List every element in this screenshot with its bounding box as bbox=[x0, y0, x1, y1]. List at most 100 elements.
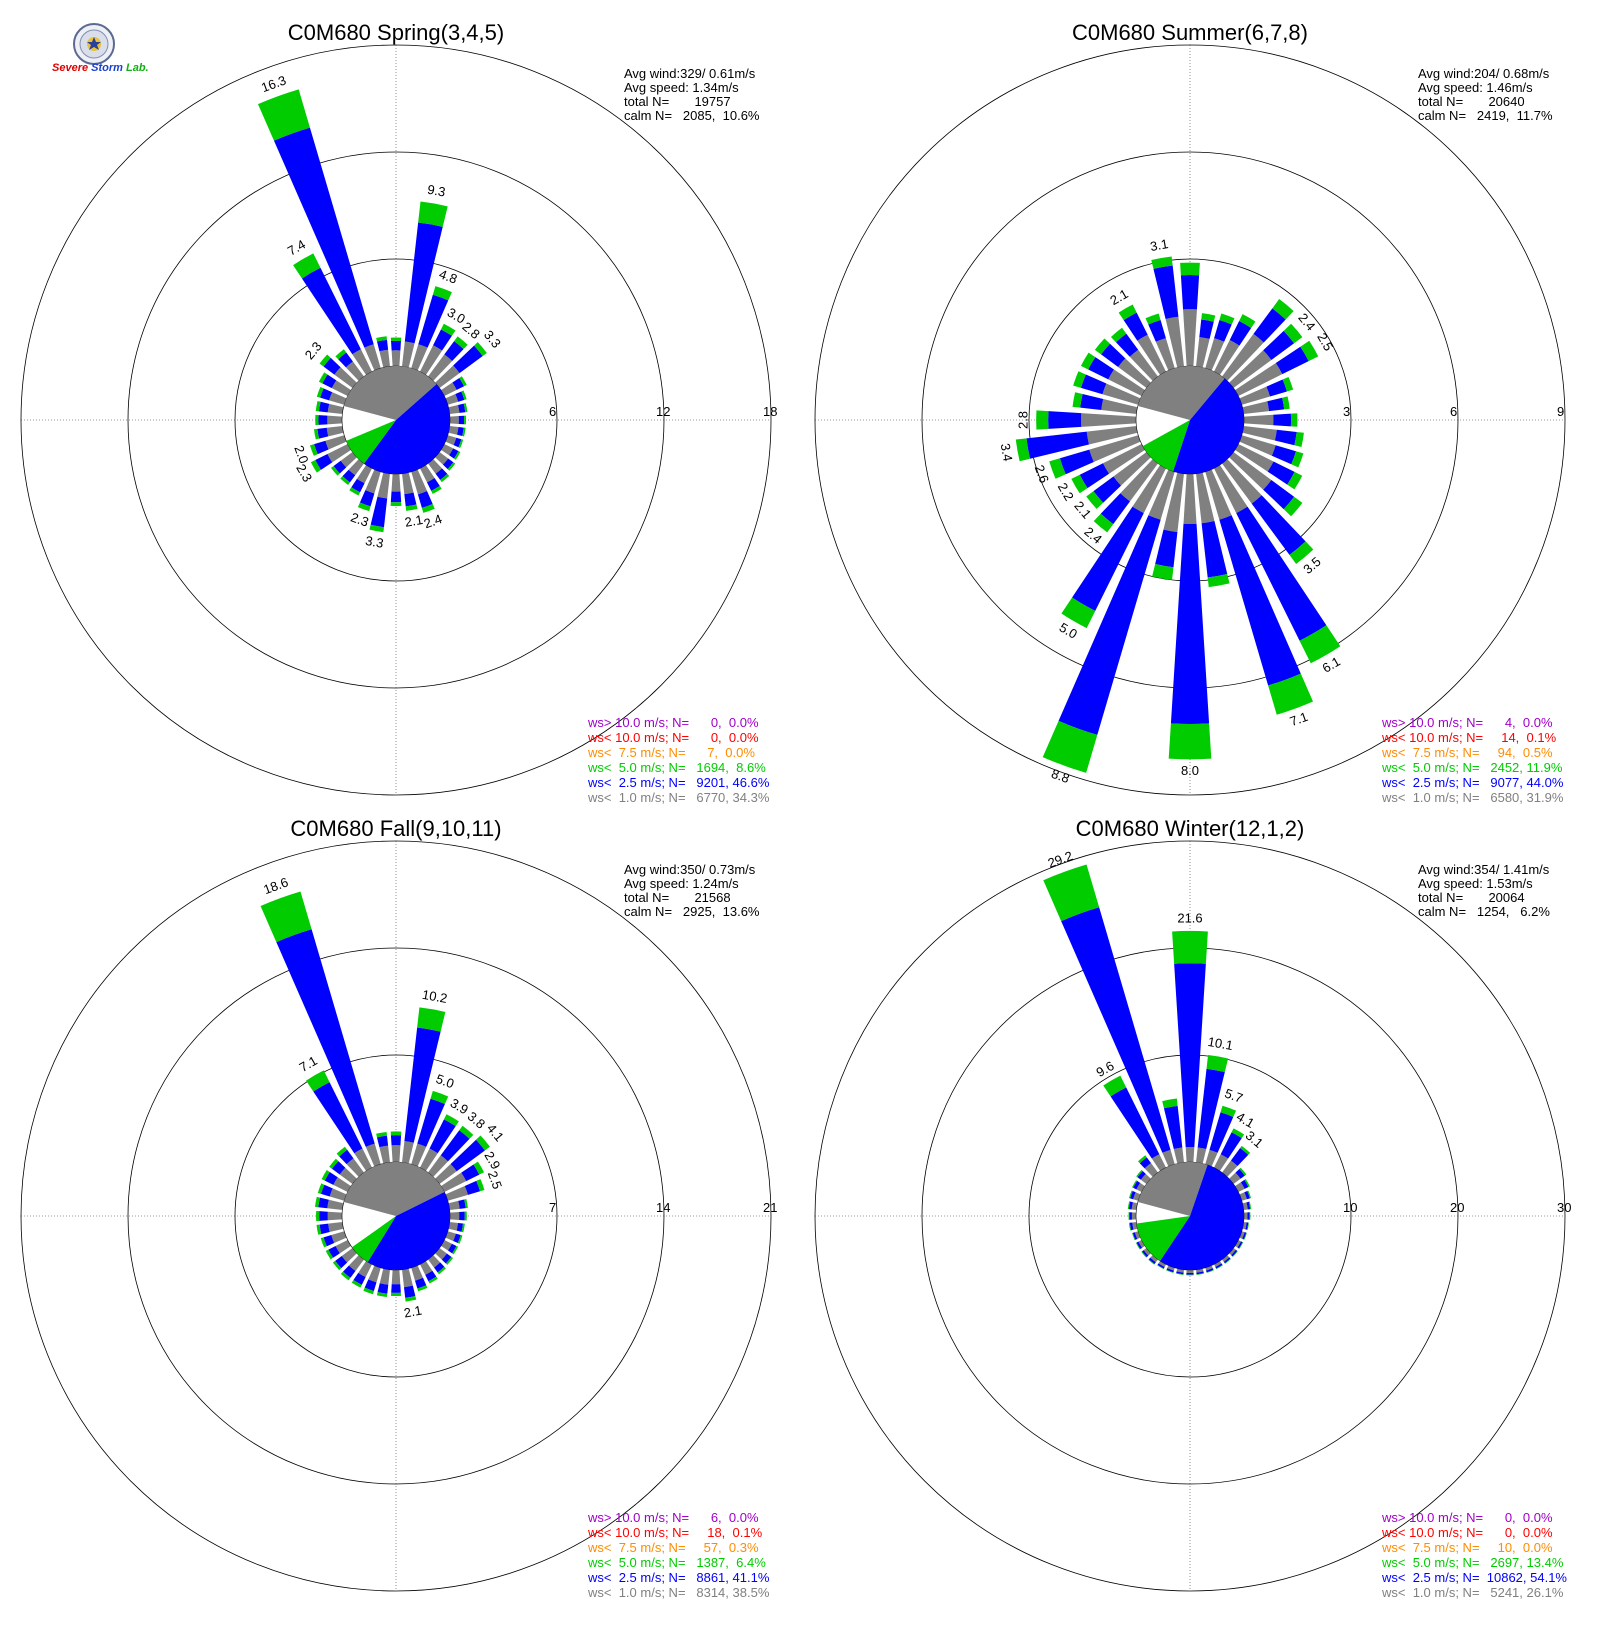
bar-segment-green bbox=[440, 473, 450, 483]
bar-segment-blue bbox=[1100, 493, 1131, 525]
bar-value-label: 5.7 bbox=[1223, 1086, 1245, 1106]
bar-segment-blue bbox=[390, 1135, 402, 1146]
bar-segment-blue bbox=[1048, 411, 1082, 429]
bar-segment-green bbox=[1216, 1264, 1223, 1270]
windrose-panel: 7 14 21 10.2 5.0 3.93.84.1 2.92.5 2.1 7.1 18.6 C0M… bbox=[20, 816, 777, 1600]
bar-segment-blue bbox=[1136, 1241, 1143, 1250]
bar-segment-green bbox=[417, 1285, 428, 1292]
bar-segment-blue bbox=[1026, 431, 1089, 459]
bar-segment-green bbox=[476, 1135, 490, 1151]
bar-segment-blue bbox=[404, 222, 443, 344]
bar-segment-blue bbox=[1242, 1232, 1247, 1240]
bar-segment-blue bbox=[1240, 1179, 1249, 1189]
bar-segment-calm-gray bbox=[1089, 435, 1141, 463]
bar-segment-blue bbox=[1163, 1105, 1183, 1149]
bar-segment-green bbox=[1151, 256, 1173, 269]
bar-segment-calm-gray bbox=[1205, 1149, 1218, 1167]
bar-segment-blue bbox=[364, 1279, 377, 1292]
bar-segment-calm-gray bbox=[411, 344, 428, 371]
bar-segment-blue bbox=[1137, 1170, 1146, 1180]
bar-segment-green bbox=[313, 428, 320, 440]
bar-segment-blue bbox=[351, 478, 365, 493]
bar-segment-blue bbox=[1061, 907, 1171, 1153]
bar-segment-calm-gray bbox=[365, 1143, 381, 1167]
calm-pie-blue bbox=[1160, 1164, 1244, 1270]
bar-segment-blue bbox=[317, 427, 329, 439]
bar-segment-green bbox=[1015, 438, 1031, 462]
bar-segment-blue bbox=[353, 1272, 366, 1285]
bar-segment-blue bbox=[458, 1199, 466, 1209]
bar-value-label: 3.9 bbox=[448, 1095, 471, 1117]
bar-segment-calm-gray bbox=[420, 464, 435, 483]
bar-segment-blue bbox=[1271, 445, 1297, 465]
grid-ring bbox=[20, 44, 772, 796]
bar-segment-blue bbox=[455, 391, 465, 402]
bar-segment-blue bbox=[1058, 515, 1161, 735]
bar-value-label: 2.5 bbox=[1314, 330, 1336, 353]
bar-segment-green bbox=[369, 524, 384, 533]
bar-segment-blue bbox=[1215, 1263, 1223, 1269]
bar-segment-green bbox=[390, 1131, 402, 1136]
bar-segment-calm-gray bbox=[411, 1265, 424, 1281]
bar-segment-green bbox=[1036, 410, 1049, 430]
bar-segment-blue bbox=[404, 1027, 441, 1143]
bar-segment-green bbox=[1282, 376, 1294, 392]
bar-segment-green bbox=[1248, 1201, 1252, 1210]
bar-segment-calm-gray bbox=[440, 382, 457, 396]
bar-segment-calm-gray bbox=[1185, 1147, 1195, 1163]
bar-segment-green bbox=[1093, 513, 1114, 533]
bar-segment-green bbox=[1282, 396, 1290, 410]
stats-line: Avg wind:204/ 0.68m/s bbox=[1418, 66, 1550, 81]
bar-segment-calm-gray bbox=[1113, 452, 1151, 486]
bar-segment-blue bbox=[335, 1256, 348, 1269]
bar-segment-green bbox=[1206, 1054, 1229, 1073]
bar-segment-calm-gray bbox=[420, 1260, 433, 1275]
bar-segment-calm-gray bbox=[1222, 333, 1264, 381]
bar-segment-blue bbox=[464, 1180, 481, 1195]
panel-title: C0M680 Summer(6,7,8) bbox=[1072, 20, 1308, 45]
bar-segment-green bbox=[1128, 1190, 1133, 1199]
bar-segment-calm-gray bbox=[1108, 369, 1146, 396]
bar-segment-green bbox=[340, 1271, 351, 1281]
bar-segment-calm-gray bbox=[1143, 1248, 1151, 1256]
bar-segment-blue bbox=[1130, 1190, 1136, 1200]
calm-pie-gray bbox=[343, 1162, 445, 1216]
bar-segment-green bbox=[351, 1280, 362, 1288]
bar-segment-calm-gray bbox=[354, 1148, 372, 1172]
bar-segment-calm-gray bbox=[339, 1167, 357, 1184]
bar-segment-calm-gray bbox=[435, 452, 449, 465]
bar-segment-calm-gray bbox=[1214, 340, 1240, 376]
bar-segment-green bbox=[1231, 1128, 1245, 1139]
bar-segment-green bbox=[1268, 673, 1314, 715]
bar-segment-blue bbox=[1157, 1263, 1165, 1269]
bar-segment-blue bbox=[320, 388, 333, 401]
bar-segment-calm-gray bbox=[1243, 1212, 1248, 1220]
bar-segment-green bbox=[454, 450, 461, 460]
bar-segment-green bbox=[390, 1292, 402, 1296]
bar-segment-green bbox=[1219, 313, 1235, 325]
bar-segment-blue bbox=[417, 491, 433, 508]
bar-segment-green bbox=[1127, 1201, 1131, 1210]
bar-value-label: 3.1 bbox=[1149, 236, 1169, 254]
bar-segment-calm-gray bbox=[379, 349, 390, 368]
bar-segment-blue bbox=[1174, 963, 1206, 1148]
bar-segment-green bbox=[1094, 338, 1110, 355]
stats-line: Avg speed: 1.24m/s bbox=[624, 876, 739, 891]
bar-segment-green bbox=[437, 1266, 446, 1275]
bar-segment-calm-gray bbox=[1101, 398, 1138, 414]
bar-segment-calm-gray bbox=[1242, 426, 1277, 441]
bar-segment-calm-gray bbox=[1081, 413, 1137, 427]
bar-segment-green bbox=[463, 403, 468, 413]
bar-segment-green bbox=[1071, 474, 1088, 494]
bar-segment-calm-gray bbox=[1148, 469, 1175, 520]
bar-segment-green bbox=[1207, 574, 1230, 588]
bar-segment-green bbox=[452, 1245, 459, 1255]
bar-segment-blue bbox=[319, 1211, 328, 1221]
bar-segment-blue bbox=[1223, 1257, 1231, 1264]
calm-pie-blue bbox=[1173, 378, 1245, 474]
panel-title: C0M680 Fall(9,10,11) bbox=[290, 816, 501, 841]
bar-segment-green bbox=[376, 336, 388, 342]
bar-segment-green bbox=[1240, 1145, 1251, 1155]
bar-segment-green bbox=[390, 502, 402, 507]
bar-value-label: 2.8 bbox=[1016, 411, 1031, 429]
